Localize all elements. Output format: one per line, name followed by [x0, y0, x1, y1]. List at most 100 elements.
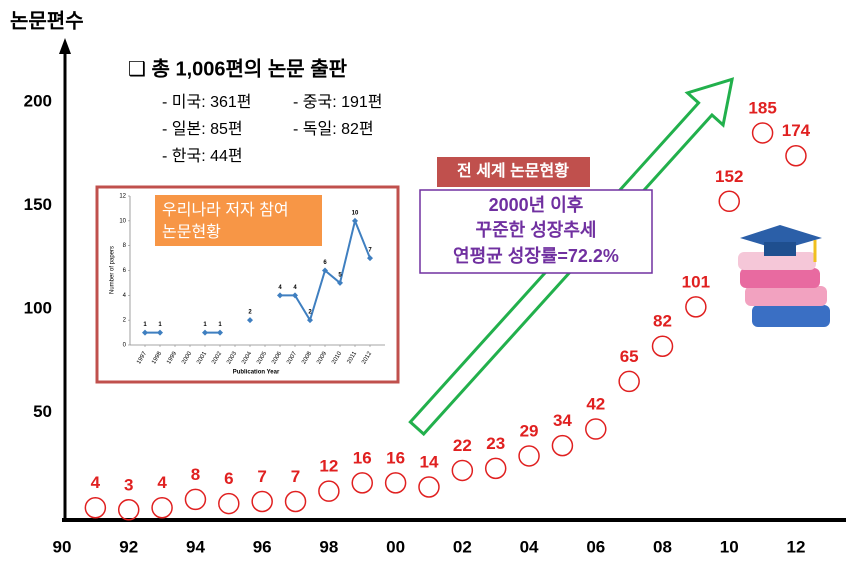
data-point: [322, 267, 328, 274]
data-point: [785, 144, 807, 167]
data-point: [367, 255, 373, 262]
value-label: 4: [278, 285, 282, 291]
value-label: 7: [368, 248, 372, 254]
value-label: 10: [352, 210, 359, 216]
inset-x-label: Publication Year: [233, 370, 280, 376]
value-label: 4: [293, 285, 297, 291]
data-point: [202, 329, 208, 336]
value-label: 42: [586, 395, 605, 414]
data-point: [518, 445, 540, 467]
data-point: [251, 490, 273, 513]
data-point: [292, 292, 298, 299]
x-tick-label: 02: [453, 537, 472, 556]
x-tick-label: 04: [520, 537, 539, 556]
value-label: 1: [158, 322, 162, 328]
data-point: [277, 292, 283, 299]
headline: ❑ 총 1,006편의 논문 출판: [128, 57, 348, 80]
note: - 독일: 82편: [293, 120, 374, 138]
y-tick-label: 0: [123, 343, 127, 349]
value-label: 16: [386, 448, 405, 467]
value-label: 1: [218, 322, 222, 328]
data-point: [307, 317, 313, 324]
value-label: 4: [91, 473, 101, 492]
data-point: [337, 279, 343, 286]
y-tick-label: 150: [24, 195, 52, 214]
value-label: 8: [191, 465, 200, 484]
cap: [740, 225, 822, 250]
badge: 전 세계 논문현황: [457, 161, 569, 180]
value-label: 174: [782, 121, 811, 140]
book: [738, 252, 816, 270]
value-label: 2: [248, 310, 252, 316]
data-point: [218, 492, 240, 515]
badge-box: [437, 157, 590, 187]
value-label: 152: [715, 167, 743, 186]
callout-line: 2000년 이후: [489, 195, 584, 215]
data-point: [184, 488, 207, 511]
data-point: [84, 496, 107, 519]
x-tick-label: 98: [319, 537, 338, 556]
y-tick-label: 4: [123, 293, 127, 299]
data-point: [751, 122, 774, 144]
data-point: [718, 190, 740, 213]
data-point: [551, 434, 574, 457]
data-point: [117, 499, 140, 521]
data-point: [217, 329, 223, 336]
callout-line: 꾸준한 성장추세: [476, 220, 597, 240]
data-point: [157, 329, 163, 336]
x-tick-label: 94: [186, 537, 205, 556]
data-point: [284, 490, 307, 513]
value-label: 7: [291, 467, 300, 486]
value-label: 65: [620, 347, 639, 366]
value-label: 1: [143, 322, 147, 328]
note: - 중국: 191편: [293, 93, 383, 111]
y-axis-arrow: [59, 38, 71, 54]
data-point: [318, 480, 340, 502]
inset-y-label: Number of papers: [110, 246, 116, 294]
value-label: 4: [157, 473, 167, 492]
value-label: 16: [353, 448, 372, 467]
data-point: [685, 296, 707, 318]
value-label: 23: [486, 434, 505, 453]
y-tick-label: 8: [123, 243, 127, 249]
x-tick-label: 08: [653, 537, 672, 556]
x-tick-label: 90: [53, 537, 72, 556]
inset-title-box: [155, 195, 322, 246]
data-point: [418, 476, 440, 498]
x-tick-label: 92: [119, 537, 138, 556]
data-point: [384, 472, 407, 494]
book: [745, 286, 827, 306]
value-label: 3: [124, 475, 133, 494]
data-point: [151, 496, 173, 519]
callout-line: 연평균 성장률=72.2%: [453, 246, 619, 266]
data-point: [247, 317, 253, 324]
data-point: [484, 457, 507, 480]
x-tick-label: 12: [786, 537, 805, 556]
book: [740, 268, 820, 288]
note: - 한국: 44편: [162, 147, 243, 165]
x-tick-label: 10: [720, 537, 739, 556]
value-label: 34: [553, 411, 572, 430]
y-tick-label: 50: [33, 402, 52, 421]
value-label: 29: [520, 421, 539, 440]
inset-title: 우리나라 저자 참여: [162, 201, 289, 219]
cap-base: [764, 242, 796, 256]
note: - 일본: 85편: [162, 120, 243, 138]
value-label: 5: [338, 272, 342, 278]
value-label: 82: [653, 312, 672, 331]
data-point: [352, 217, 358, 224]
value-label: 14: [420, 452, 439, 471]
data-point: [451, 459, 474, 482]
book: [752, 305, 830, 327]
value-label: 6: [323, 260, 327, 266]
y-tick-label: 10: [119, 218, 126, 224]
y-tick-label: 6: [123, 268, 127, 274]
value-label: 2: [308, 310, 312, 316]
y-tick-label: 100: [24, 298, 52, 317]
callout-box: [419, 189, 653, 274]
note: - 미국: 361편: [162, 93, 252, 111]
value-label: 185: [748, 98, 776, 117]
data-point: [142, 329, 148, 336]
value-label: 6: [224, 469, 233, 488]
